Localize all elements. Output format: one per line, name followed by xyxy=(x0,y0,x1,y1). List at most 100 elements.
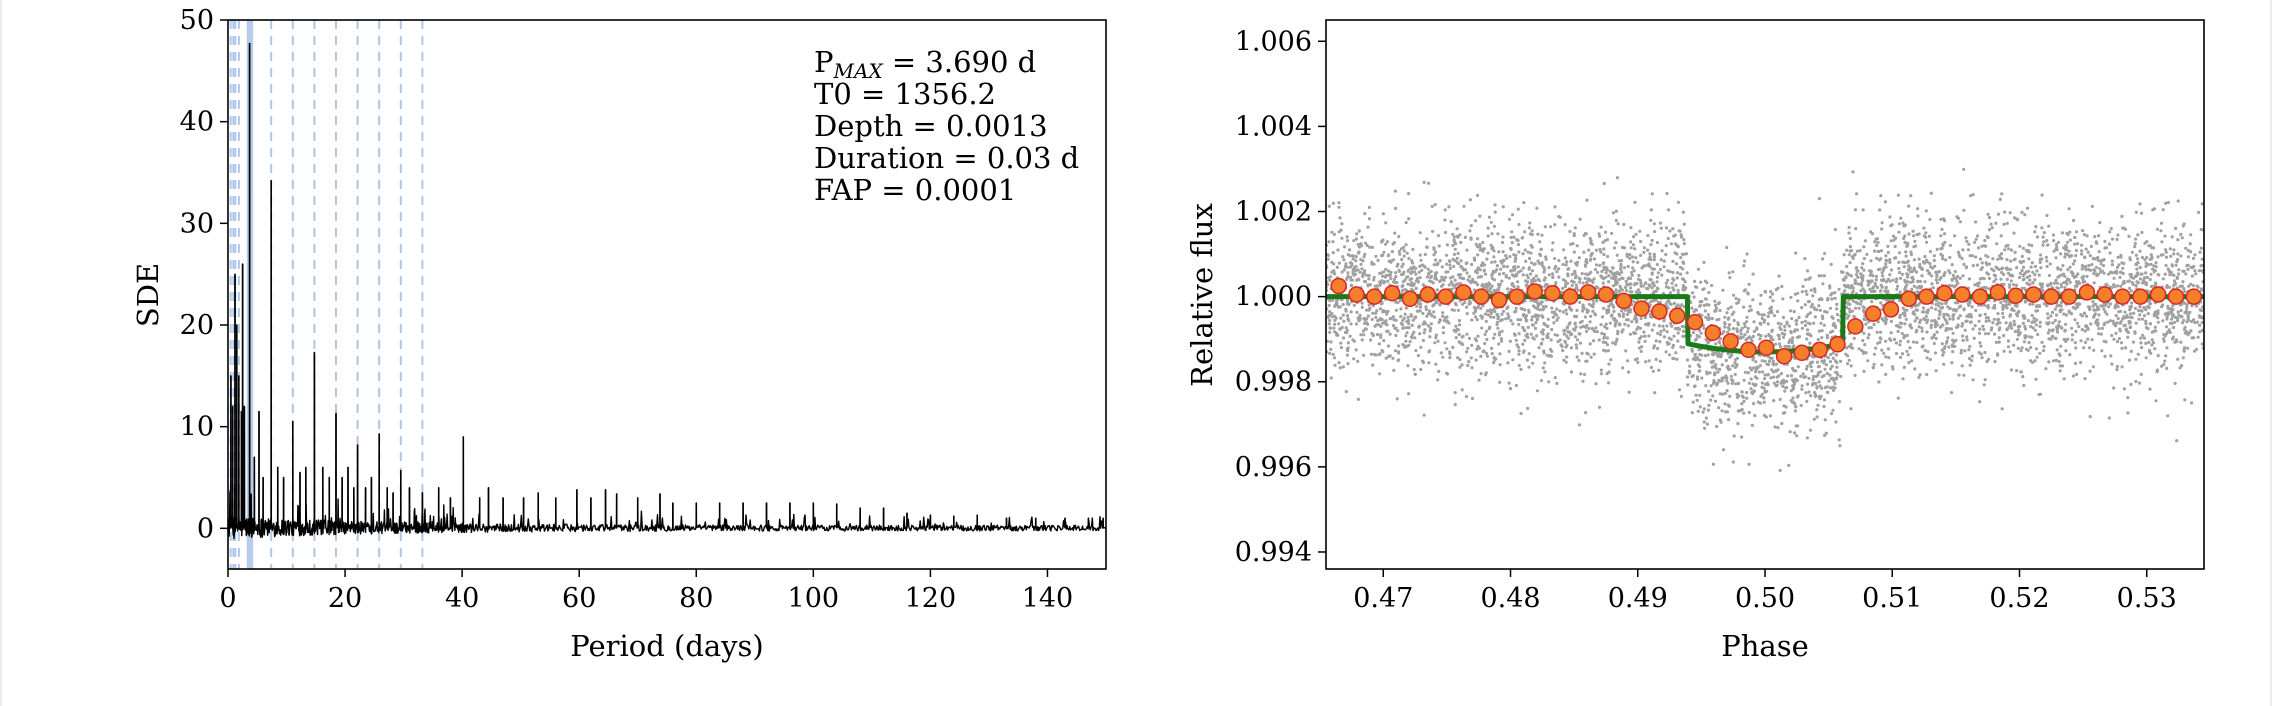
y-tick-label: 1.000 xyxy=(1235,282,1312,313)
binned-points-layer xyxy=(1330,277,2203,365)
periodogram-x-ticks: 0 20 40 60 80 100 120 140 xyxy=(219,569,1073,614)
x-tick-label: 0.53 xyxy=(2117,583,2177,614)
y-tick-label: 0.994 xyxy=(1235,537,1312,568)
binned-point xyxy=(1490,291,1508,309)
x-tick-label: 0.49 xyxy=(1608,583,1668,614)
binned-point xyxy=(1936,284,1953,302)
binned-point xyxy=(1953,286,1971,303)
binned-point xyxy=(1758,339,1775,356)
raw-points-layer xyxy=(1326,167,2204,472)
binned-point xyxy=(1651,303,1668,320)
binned-point xyxy=(1722,333,1739,350)
binned-point xyxy=(2025,286,2042,303)
y-tick-label: 1.004 xyxy=(1235,111,1312,142)
x-tick-label: 80 xyxy=(679,583,713,614)
binned-point xyxy=(2114,288,2131,305)
periodogram-annotation: PMAX = 3.690 d T0 = 1356.2 Depth = 0.001… xyxy=(814,45,1079,207)
periodogram-x-axis-label: Period (days) xyxy=(570,629,764,663)
periodogram-chart: 0 20 40 60 80 100 120 140 0 10 20 30 40 50 Period (d… xyxy=(131,5,1107,663)
annotation-pmax-sub: MAX xyxy=(833,59,884,83)
y-tick-label: 10 xyxy=(180,412,214,443)
phase-y-ticks: 0.994 0.996 0.998 1.000 1.002 1.004 1.006 xyxy=(1235,26,1326,568)
binned-point xyxy=(1864,305,1882,322)
binned-point xyxy=(1437,288,1454,305)
binned-point xyxy=(1704,324,1722,342)
annotation-t0: T0 = 1356.2 xyxy=(814,77,996,111)
binned-point xyxy=(1526,283,1543,300)
binned-point xyxy=(1918,288,1935,305)
phase-x-ticks: 0.47 0.48 0.49 0.50 0.51 0.52 0.53 xyxy=(1353,569,2177,614)
annotation-fap: FAP = 0.0001 xyxy=(814,173,1016,207)
annotation-duration: Duration = 0.03 d xyxy=(814,141,1079,175)
y-tick-label: 50 xyxy=(180,5,214,36)
binned-point xyxy=(1668,307,1686,325)
y-tick-label: 0.998 xyxy=(1235,367,1312,398)
binned-point xyxy=(1472,288,1490,305)
periodogram-y-axis-label: SDE xyxy=(131,263,165,327)
binned-point xyxy=(1401,290,1419,308)
x-tick-label: 20 xyxy=(328,583,362,614)
binned-point xyxy=(1633,300,1650,317)
binned-point xyxy=(1419,286,1437,303)
binned-point xyxy=(1829,336,1846,353)
binned-point xyxy=(1971,288,1989,305)
x-tick-label: 120 xyxy=(905,583,957,614)
binned-point xyxy=(2007,287,2024,305)
phase-y-axis-label: Relative flux xyxy=(1185,203,1219,387)
x-tick-label: 0.52 xyxy=(1989,583,2049,614)
binned-point xyxy=(2185,288,2203,305)
y-tick-label: 1.006 xyxy=(1235,26,1312,57)
x-tick-label: 0.48 xyxy=(1480,583,1540,614)
phase-x-axis-label: Phase xyxy=(1721,629,1809,663)
binned-point xyxy=(1366,288,1383,305)
binned-point xyxy=(1544,284,1561,302)
y-tick-label: 0 xyxy=(197,513,214,544)
periodogram-y-ticks: 0 10 20 30 40 50 xyxy=(180,5,228,544)
binned-point xyxy=(2167,288,2185,305)
binned-point xyxy=(2132,288,2149,305)
binned-point xyxy=(1615,292,1633,310)
binned-point xyxy=(1330,277,1347,295)
y-tick-label: 30 xyxy=(180,208,214,239)
binned-point xyxy=(1882,301,1900,318)
sde-line xyxy=(228,42,1106,540)
binned-point xyxy=(2078,284,2096,301)
binned-point xyxy=(1562,288,1579,305)
sde-series-layer xyxy=(228,42,1106,540)
binned-point xyxy=(1847,318,1864,335)
x-tick-label: 0.51 xyxy=(1862,583,1922,614)
binned-point xyxy=(2060,288,2078,305)
periodogram-plot-frame xyxy=(227,19,1107,570)
binned-point xyxy=(1989,284,2007,301)
x-tick-label: 0.47 xyxy=(1353,583,1413,614)
annotation-pmax: PMAX = 3.690 d xyxy=(814,45,1036,83)
binned-point xyxy=(1455,284,1472,301)
y-tick-label: 20 xyxy=(180,310,214,341)
x-tick-label: 40 xyxy=(445,583,479,614)
binned-point xyxy=(1793,344,1811,362)
binned-point xyxy=(1508,288,1526,305)
binned-point xyxy=(2043,288,2060,305)
y-tick-label: 1.002 xyxy=(1235,197,1312,228)
x-tick-label: 140 xyxy=(1022,583,1074,614)
binned-point xyxy=(2096,286,2113,303)
raw-flux-points xyxy=(1326,167,2204,472)
annotation-pmax-main: P xyxy=(814,45,834,79)
phase-folded-chart: 0.47 0.48 0.49 0.50 0.51 0.52 0.53 0.9940.9960… xyxy=(1185,19,2205,663)
annotation-depth: Depth = 0.0013 xyxy=(814,109,1048,143)
binned-point xyxy=(1597,286,1615,303)
binned-point xyxy=(1383,284,1401,302)
x-tick-label: 0.50 xyxy=(1735,583,1795,614)
binned-point xyxy=(1348,286,1365,303)
x-tick-label: 60 xyxy=(562,583,596,614)
x-tick-label: 100 xyxy=(788,583,840,614)
annotation-pmax-value: = 3.690 d xyxy=(883,45,1037,79)
y-tick-label: 40 xyxy=(180,107,214,138)
x-tick-label: 0 xyxy=(219,583,236,614)
binned-point xyxy=(1579,284,1597,301)
binned-point xyxy=(1740,341,1757,359)
binned-point xyxy=(1811,341,1828,359)
binned-point xyxy=(1686,313,1704,331)
y-tick-label: 0.996 xyxy=(1235,452,1312,483)
